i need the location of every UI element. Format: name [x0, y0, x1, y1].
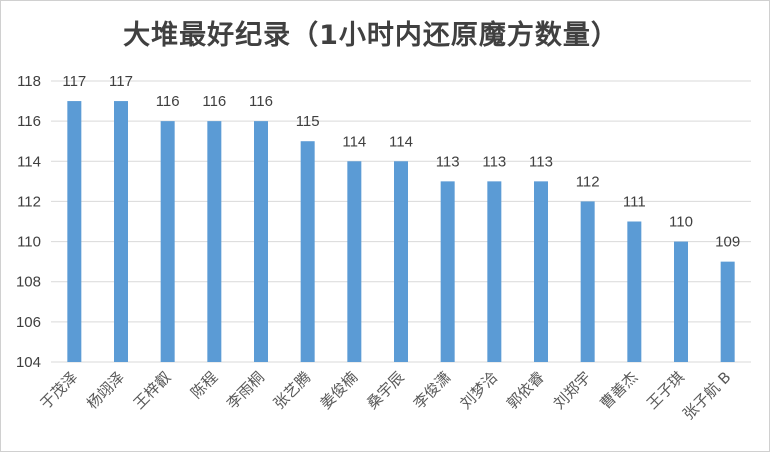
- y-tick-label: 114: [17, 153, 41, 170]
- data-label: 114: [389, 133, 413, 150]
- bar: [347, 161, 362, 362]
- y-tick-label: 112: [17, 193, 41, 210]
- x-tick-label: 李雨桐: [223, 368, 268, 413]
- bar: [487, 181, 502, 362]
- data-label: 116: [202, 93, 226, 110]
- bar: [440, 181, 455, 362]
- y-tick-label: 106: [16, 314, 41, 331]
- x-tick-label: 杨翊泽: [83, 368, 128, 413]
- bar: [160, 121, 175, 363]
- bar: [674, 241, 688, 362]
- data-label: 115: [296, 113, 320, 130]
- data-label: 116: [249, 93, 273, 110]
- bar: [394, 161, 408, 362]
- y-tick-label: 110: [17, 234, 41, 251]
- x-tick-label: 张子航 B: [679, 368, 734, 423]
- bar: [207, 121, 222, 363]
- bar: [114, 101, 128, 363]
- y-tick-label: 104: [16, 354, 41, 371]
- bar: [534, 181, 548, 362]
- data-label: 117: [109, 73, 133, 90]
- data-label: 109: [715, 234, 740, 251]
- data-label: 113: [436, 153, 460, 170]
- x-tick-label: 王梓叡: [130, 368, 175, 413]
- bar: [67, 101, 82, 363]
- x-tick-label: 曹善杰: [597, 368, 642, 413]
- x-tick-label: 王子琪: [643, 368, 688, 413]
- bar: [720, 261, 735, 362]
- x-tick-label: 于茂泽: [37, 368, 82, 413]
- bar: [627, 221, 642, 362]
- data-label: 117: [62, 73, 86, 90]
- data-label: 116: [156, 93, 180, 110]
- data-label: 110: [669, 214, 693, 231]
- x-tick-label: 李俊潇: [410, 368, 455, 413]
- bar: [254, 121, 268, 363]
- data-label: 111: [623, 194, 646, 211]
- chart-title: 大堆最好纪录（1小时内还原魔方数量）: [123, 20, 619, 51]
- bar: [300, 141, 315, 362]
- data-label: 112: [576, 173, 600, 190]
- x-tick-label: 陈程: [187, 368, 221, 402]
- y-tick-label: 118: [17, 73, 41, 90]
- y-tick-label: 108: [16, 274, 41, 291]
- y-tick-label: 116: [17, 113, 41, 130]
- data-label: 113: [482, 153, 506, 170]
- x-tick-label: 张艺腾: [270, 368, 315, 413]
- data-label: 114: [342, 133, 366, 150]
- x-tick-label: 刘郑宇: [550, 368, 595, 413]
- x-tick-label: 刘梦洽: [457, 368, 502, 413]
- x-tick-label: 姜俊楠: [317, 368, 362, 413]
- bar: [580, 201, 595, 362]
- x-tick-label: 郭依睿: [503, 368, 548, 413]
- data-label: 113: [529, 153, 553, 170]
- x-tick-label: 桑宇辰: [363, 368, 408, 413]
